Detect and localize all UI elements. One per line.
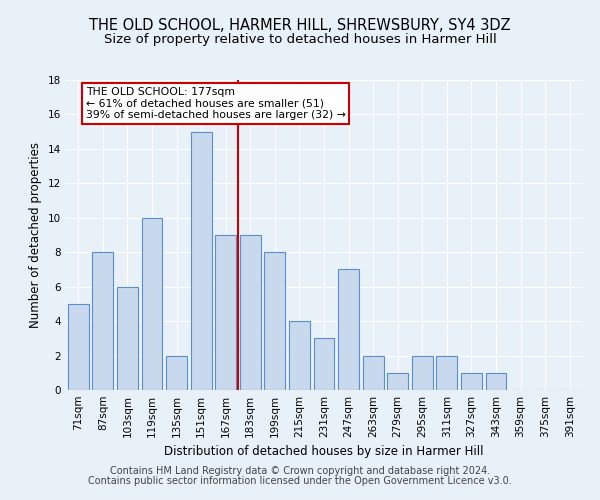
Bar: [215, 235, 236, 390]
Y-axis label: Number of detached properties: Number of detached properties: [29, 142, 43, 328]
Text: Contains HM Land Registry data © Crown copyright and database right 2024.: Contains HM Land Registry data © Crown c…: [110, 466, 490, 476]
Bar: [68, 304, 89, 390]
Bar: [412, 356, 433, 390]
Bar: [362, 356, 383, 390]
Bar: [387, 373, 408, 390]
Text: Contains public sector information licensed under the Open Government Licence v3: Contains public sector information licen…: [88, 476, 512, 486]
Bar: [142, 218, 163, 390]
Bar: [289, 321, 310, 390]
Bar: [191, 132, 212, 390]
Bar: [92, 252, 113, 390]
Text: Size of property relative to detached houses in Harmer Hill: Size of property relative to detached ho…: [104, 32, 496, 46]
Bar: [166, 356, 187, 390]
Text: THE OLD SCHOOL: 177sqm
← 61% of detached houses are smaller (51)
39% of semi-det: THE OLD SCHOOL: 177sqm ← 61% of detached…: [86, 87, 346, 120]
Bar: [314, 338, 334, 390]
Text: THE OLD SCHOOL, HARMER HILL, SHREWSBURY, SY4 3DZ: THE OLD SCHOOL, HARMER HILL, SHREWSBURY,…: [89, 18, 511, 32]
Bar: [436, 356, 457, 390]
Bar: [240, 235, 261, 390]
Bar: [338, 270, 359, 390]
Bar: [117, 286, 138, 390]
Bar: [265, 252, 286, 390]
X-axis label: Distribution of detached houses by size in Harmer Hill: Distribution of detached houses by size …: [164, 446, 484, 458]
Bar: [485, 373, 506, 390]
Bar: [461, 373, 482, 390]
